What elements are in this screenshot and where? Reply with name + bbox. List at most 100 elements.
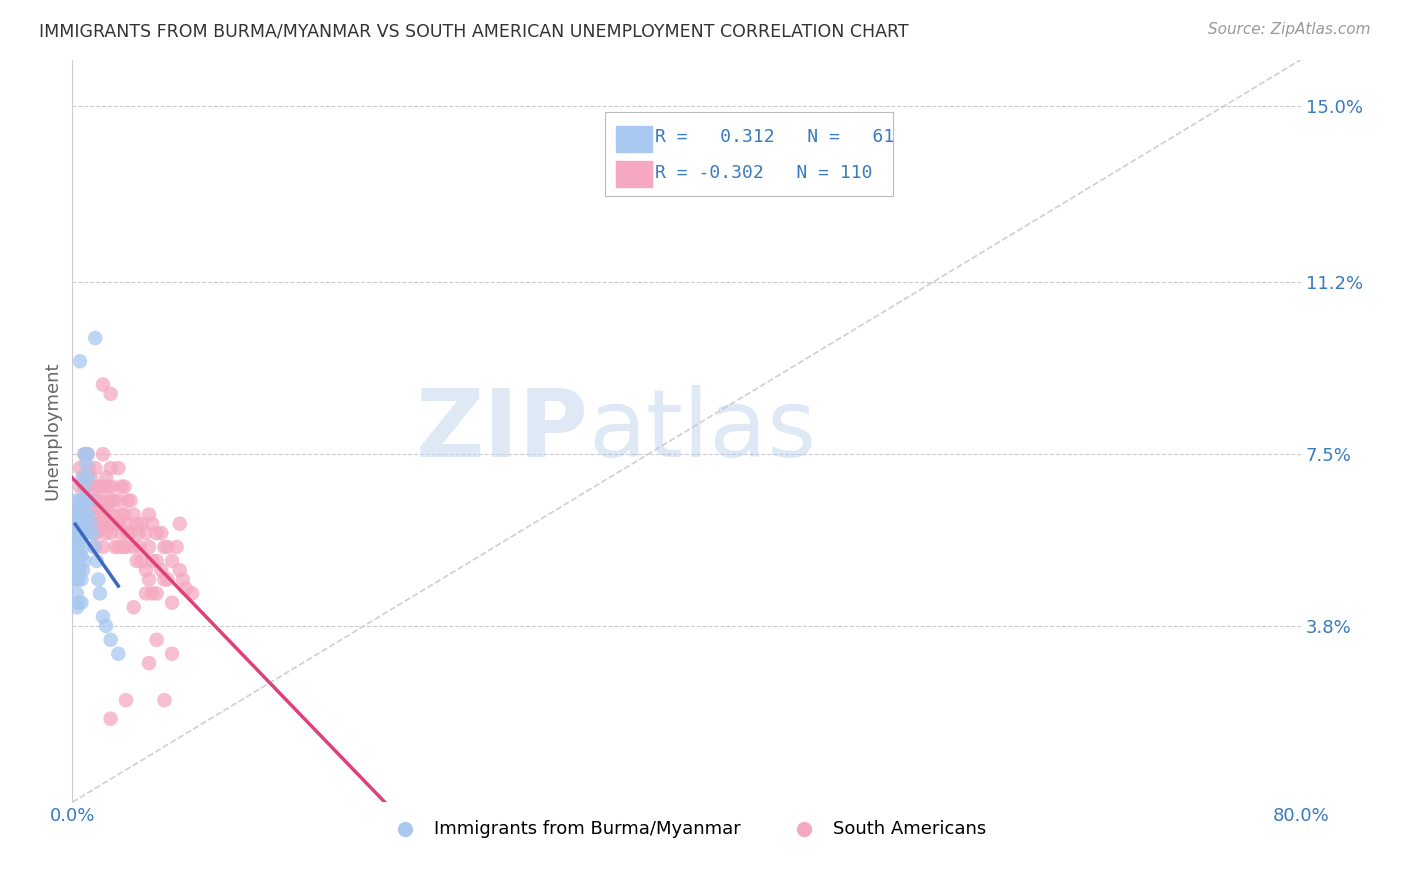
Point (107, 516, 129, 531)
Point (77, 461, 100, 475)
Point (122, 540, 145, 554)
Point (145, 632, 167, 647)
Point (70, 503, 93, 517)
Point (93, 493, 115, 508)
Point (72, 540, 94, 554)
Point (70, 516, 93, 531)
Point (91, 516, 114, 531)
Point (141, 554, 163, 568)
Point (69, 480, 91, 494)
Point (90, 516, 112, 531)
Point (107, 540, 129, 554)
Point (141, 586, 163, 600)
Point (169, 516, 191, 531)
Point (73, 480, 96, 494)
Point (66, 549, 89, 564)
Point (73, 447, 96, 461)
Point (72, 470, 94, 484)
Point (70, 573, 93, 587)
Point (120, 493, 142, 508)
Point (73, 554, 96, 568)
Point (69, 563, 91, 577)
Point (75, 508, 97, 522)
Text: R = -0.302   N = 110: R = -0.302 N = 110 (655, 164, 873, 182)
Point (70, 596, 93, 610)
Point (94, 526, 117, 541)
Point (67, 526, 90, 541)
Point (160, 554, 183, 568)
Point (160, 596, 183, 610)
Point (66, 573, 89, 587)
Point (89, 586, 111, 600)
Point (96, 503, 118, 517)
Point (77, 493, 100, 508)
Point (83, 493, 105, 508)
Point (94, 508, 117, 522)
Point (66, 516, 89, 531)
Point (70, 531, 93, 545)
Point (174, 582, 197, 596)
Point (128, 540, 150, 554)
Point (67, 516, 90, 531)
Point (135, 563, 157, 577)
Point (67, 554, 90, 568)
Point (117, 493, 139, 508)
Point (87, 493, 110, 508)
Point (145, 586, 167, 600)
Point (91, 609, 114, 624)
Point (66, 516, 89, 531)
Point (70, 493, 93, 508)
Point (76, 516, 98, 531)
Point (100, 526, 122, 541)
Point (117, 526, 139, 541)
Point (76, 447, 98, 461)
Point (83, 540, 105, 554)
Point (84, 540, 107, 554)
Text: Source: ZipAtlas.com: Source: ZipAtlas.com (1208, 22, 1371, 37)
Point (75, 526, 97, 541)
Point (115, 693, 138, 707)
Point (89, 480, 111, 494)
Point (65, 508, 87, 522)
Point (73, 447, 96, 461)
Point (69, 516, 91, 531)
Point (72, 470, 94, 484)
Y-axis label: Unemployment: Unemployment (44, 361, 60, 500)
Point (122, 508, 145, 522)
Point (110, 508, 132, 522)
Point (181, 586, 204, 600)
Point (76, 470, 98, 484)
Point (69, 508, 91, 522)
Point (107, 516, 129, 531)
Point (104, 516, 127, 531)
Point (120, 526, 142, 541)
Text: atlas: atlas (588, 385, 817, 477)
Point (76, 508, 98, 522)
Point (153, 573, 176, 587)
Point (82, 516, 104, 531)
Point (69, 461, 91, 475)
Text: ZIP: ZIP (415, 385, 588, 477)
Point (84, 331, 107, 345)
Point (73, 480, 96, 494)
Point (65, 540, 87, 554)
Legend: Immigrants from Burma/Myanmar, South Americans: Immigrants from Burma/Myanmar, South Ame… (380, 813, 993, 846)
Point (135, 526, 157, 541)
Point (150, 563, 173, 577)
Point (86, 554, 108, 568)
Point (138, 508, 160, 522)
Point (79, 470, 101, 484)
Point (73, 526, 96, 541)
Point (135, 586, 157, 600)
Point (72, 516, 94, 531)
Point (67, 596, 90, 610)
Text: R =   0.312   N =   61: R = 0.312 N = 61 (655, 128, 894, 146)
Point (65, 493, 87, 508)
Point (66, 586, 89, 600)
Point (125, 516, 148, 531)
Point (83, 526, 105, 541)
Point (98, 516, 121, 531)
Point (127, 526, 149, 541)
Point (86, 508, 108, 522)
Point (103, 493, 125, 508)
